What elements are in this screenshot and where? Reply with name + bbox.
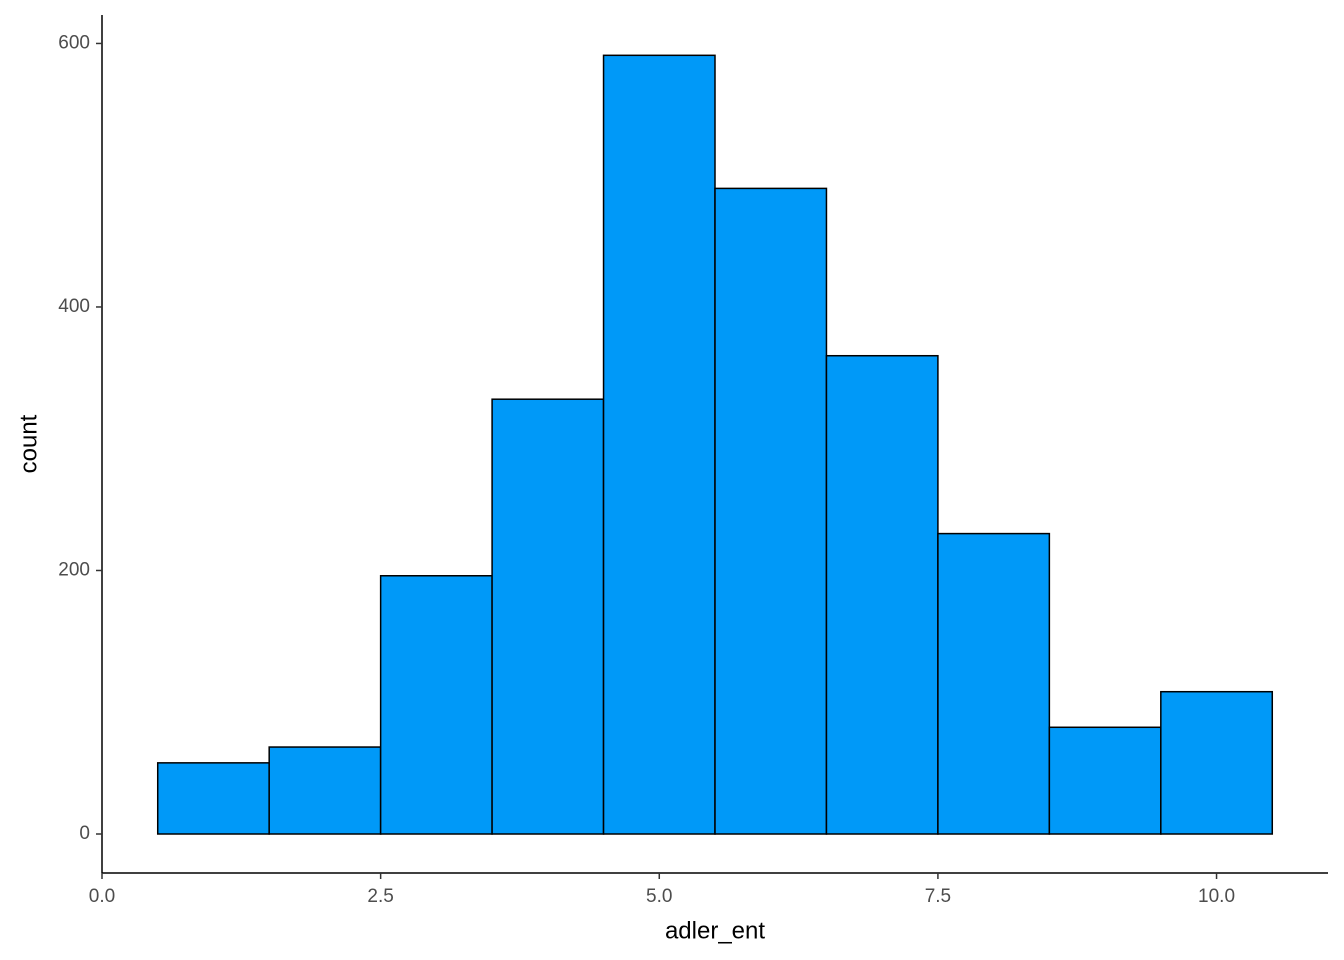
y-tick-label: 600 [58, 32, 90, 53]
bar [937, 532, 1051, 835]
y-tick-label: 400 [58, 296, 90, 317]
x-axis-title: adler_ent [665, 917, 765, 944]
x-tick-label: 0.0 [89, 886, 115, 907]
x-tick-label: 7.5 [925, 886, 951, 907]
bar [491, 398, 605, 835]
x-tick-label: 10.0 [1198, 886, 1235, 907]
bar [825, 354, 939, 835]
bar [268, 746, 382, 835]
bar [1048, 726, 1162, 835]
y-axis-title: count [15, 414, 42, 473]
bar [602, 54, 716, 835]
bar [714, 187, 828, 835]
x-tick-label: 2.5 [367, 886, 393, 907]
bar [156, 762, 270, 835]
bar [1160, 690, 1274, 835]
y-tick-label: 0 [79, 823, 90, 844]
y-tick-label: 200 [58, 560, 90, 581]
bar [379, 575, 493, 835]
x-tick-label: 5.0 [646, 886, 672, 907]
